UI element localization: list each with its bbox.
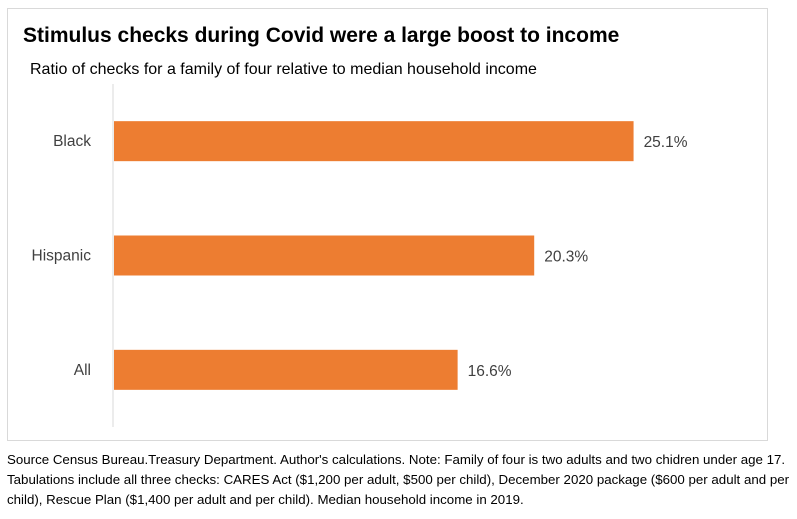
bar (114, 349, 458, 390)
chart-subtitle: Ratio of checks for a family of four rel… (30, 61, 537, 78)
category-label: Black (53, 133, 91, 150)
data-label: 20.3% (544, 249, 588, 266)
chart-title: Stimulus checks during Covid were a larg… (23, 24, 620, 47)
bar (114, 235, 535, 276)
bar (114, 121, 634, 162)
data-label: 25.1% (644, 134, 688, 151)
category-label: Hispanic (32, 248, 92, 265)
source-note: Source Census Bureau.Treasury Department… (7, 452, 790, 507)
data-label: 16.6% (468, 363, 512, 380)
category-label: All (74, 362, 91, 379)
